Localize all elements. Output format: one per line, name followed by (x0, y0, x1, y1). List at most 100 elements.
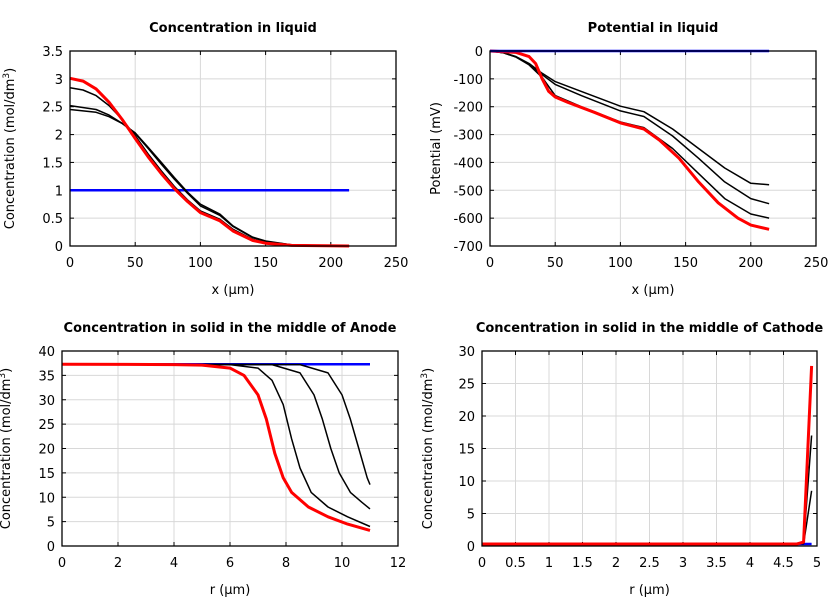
y-tick-label: -400 (453, 156, 483, 171)
series-line-1 (489, 50, 770, 186)
y-tick-label: 3 (55, 73, 63, 88)
y-axis-label-sup: 3 (2, 73, 12, 79)
y-tick-label: 30 (458, 345, 475, 360)
y-tick-label: 25 (458, 378, 475, 393)
series-line-4 (69, 108, 350, 247)
x-tick-label: 12 (390, 556, 407, 571)
subplot-3: 0 2 4 6 8 10 12 0 5 10 15 20 25 30 35 40 Concentration i… (0, 321, 406, 598)
y-axis-label-text: Concentration (mol/dm (3, 79, 18, 230)
axes-frame (489, 50, 817, 247)
chart-title: Concentration in solid in the middle of … (476, 321, 824, 336)
x-tick-label: 200 (738, 256, 763, 271)
series-line-4 (489, 49, 770, 231)
x-tick-label: 4 (170, 556, 178, 571)
y-axis-label-text: Potential (mV) (429, 102, 444, 195)
x-tick-label: 2 (612, 556, 620, 571)
y-tick-label: 0 (467, 540, 475, 555)
x-tick-label: 250 (384, 256, 409, 271)
x-axis-label: x (µm) (632, 283, 675, 298)
x-tick-label: 1.5 (572, 556, 593, 571)
series-line-3 (61, 363, 371, 510)
x-tick-label: 3.5 (706, 556, 727, 571)
x-axis-label: x (µm) (212, 283, 255, 298)
x-tick-label: 0 (486, 256, 494, 271)
subplot-2: 0 50 100 150 200 250 -700 -600 -500 -400 -300 -200 -… (429, 21, 828, 298)
y-axis-label: Concentration (mol/dm3) (0, 368, 14, 530)
series-line-5 (61, 362, 371, 532)
x-tick-label: 0.5 (505, 556, 526, 571)
x-tick-label: 8 (282, 556, 290, 571)
y-tick-label: 0 (55, 240, 63, 255)
x-tick-label: 3 (679, 556, 687, 571)
y-tick-label: 5 (47, 516, 55, 531)
y-tick-label: -700 (453, 240, 483, 255)
axes-frame (481, 350, 818, 547)
series-line-2 (69, 87, 350, 247)
y-tick-label: 20 (38, 443, 55, 458)
x-tick-label: 2 (114, 556, 122, 571)
x-tick-label: 250 (804, 256, 829, 271)
x-tick-label: 4 (746, 556, 754, 571)
y-tick-label: 0.5 (42, 212, 63, 227)
chart-title: Concentration in solid in the middle of … (64, 321, 397, 336)
y-axis-label: Concentration (mol/dm3) (420, 368, 436, 530)
y-tick-label: -500 (453, 184, 483, 199)
y-tick-label: 35 (38, 369, 55, 384)
y-tick-label: 25 (38, 418, 55, 433)
x-tick-label: 100 (188, 256, 213, 271)
y-axis-label-text: Concentration (mol/dm (421, 379, 436, 530)
x-tick-label: 6 (226, 556, 234, 571)
x-tick-label: 4.5 (773, 556, 794, 571)
series-line-4 (61, 363, 371, 485)
y-tick-label: 1 (55, 184, 63, 199)
chart-title: Concentration in liquid (149, 21, 317, 36)
y-tick-label: 10 (38, 491, 55, 506)
y-tick-label: 15 (38, 467, 55, 482)
y-tick-label: -200 (453, 101, 483, 116)
subplot-4: 0 0.5 1 1.5 2 2.5 3 3.5 4 4.5 5051015202530Concent… (420, 321, 823, 598)
x-tick-label: 150 (673, 256, 698, 271)
y-tick-label: 3.5 (42, 45, 63, 60)
x-axis-label: r (µm) (629, 583, 670, 598)
x-tick-label: 2.5 (639, 556, 660, 571)
x-tick-label: 50 (127, 256, 144, 271)
x-tick-label: 150 (253, 256, 278, 271)
series-line-2 (489, 50, 770, 205)
y-tick-label: 15 (458, 443, 475, 458)
series-line-3 (69, 104, 350, 247)
x-axis-label: r (µm) (210, 583, 251, 598)
y-tick-label: 1.5 (42, 156, 63, 171)
x-tick-label: 100 (608, 256, 633, 271)
y-tick-label: 40 (38, 345, 55, 360)
y-tick-label: -300 (453, 129, 483, 144)
y-axis-label-end: ) (421, 368, 436, 373)
y-axis-label-end: ) (3, 68, 18, 73)
x-tick-label: 5 (813, 556, 821, 571)
y-axis-label: Potential (mV) (429, 102, 444, 195)
x-tick-label: 200 (318, 256, 343, 271)
y-tick-label: -100 (453, 73, 483, 88)
y-axis-label-text: Concentration (mol/dm (0, 379, 14, 530)
y-tick-label: 2 (55, 129, 63, 144)
y-tick-label: 20 (458, 410, 475, 425)
subplot-1: 0 50 100 150 200 250 0 0.5 1 1.5 2 2.5 3 3.5 Concentra… (2, 21, 408, 298)
series-line-3 (481, 435, 813, 545)
y-tick-label: 5 (467, 508, 475, 523)
x-tick-label: 50 (547, 256, 564, 271)
series-line-5 (69, 76, 350, 248)
x-tick-label: 1 (545, 556, 553, 571)
y-tick-label: 2.5 (42, 101, 63, 116)
chart-title: Potential in liquid (588, 21, 719, 36)
series-line-4 (482, 365, 814, 546)
y-axis-label-sup: 3 (0, 373, 8, 379)
y-axis-label-end: ) (0, 368, 14, 373)
y-tick-label: 30 (38, 394, 55, 409)
x-tick-label: 0 (478, 556, 486, 571)
series-line-2 (61, 363, 371, 528)
axes-frame (61, 350, 399, 547)
y-axis-label: Concentration (mol/dm3) (2, 68, 18, 230)
series-line-2 (481, 490, 813, 545)
y-tick-label: 0 (475, 45, 483, 60)
y-tick-label: 10 (458, 475, 475, 490)
